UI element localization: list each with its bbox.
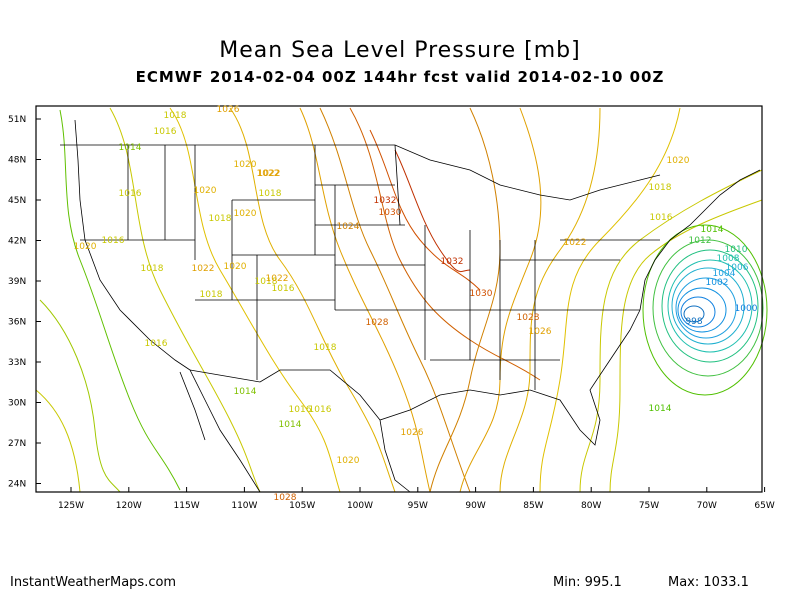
map-frame [35, 105, 763, 493]
lon-tick-label: 100W [347, 501, 373, 511]
isobar-value-label: 1020 [234, 160, 257, 170]
lat-tick-label: 51N [8, 115, 26, 125]
isobar-value-label: 1014 [119, 143, 142, 153]
isobar-value-label: 1018 [649, 183, 672, 193]
lon-tick-label: 110W [231, 501, 257, 511]
lat-tick-label: 42N [8, 237, 26, 247]
lon-tick-label: 95W [408, 501, 428, 511]
isobar-value-label: 1016 [272, 284, 295, 294]
lon-tick-label: 90W [465, 501, 485, 511]
map-title: Mean Sea Level Pressure [mb] [219, 38, 581, 63]
isobar-value-label: 1018 [259, 189, 282, 199]
isobar-value-label: 1004 [713, 269, 736, 279]
lat-tick-label: 27N [8, 439, 26, 449]
lat-tick-label: 30N [8, 399, 26, 409]
longitude-axis: 125W 120W 115W 110W 105W 100W 95W 90W 85W 80W 75W 7… [58, 487, 775, 511]
isobar-value-label: 1016 [154, 127, 177, 137]
isobar-value-label: 1014 [234, 387, 257, 397]
isobar-value-label: 1020 [337, 456, 360, 466]
isobar-value-label: 1016 [309, 405, 332, 415]
isobar-value-label: 1016 [650, 213, 673, 223]
map-subtitle: ECMWF 2014-02-04 00Z 144hr fcst valid 20… [135, 68, 665, 86]
isobar-value-label: 1020 [234, 209, 257, 219]
isobar-value-label: 1022 [192, 264, 215, 274]
min-value: 995.1 [584, 575, 622, 590]
isobar-value-label: 1002 [706, 278, 729, 288]
isobar-value-label: 1018 [255, 277, 278, 287]
isobar-value-label: 1014 [279, 420, 302, 430]
lat-tick-label: 36N [8, 318, 26, 328]
isobar-value-label: 1026 [217, 105, 240, 115]
lon-tick-label: 125W [58, 501, 84, 511]
isobar-value-label: 1014 [649, 404, 672, 414]
isobar-value-label: 998 [685, 317, 702, 327]
lat-tick-label: 24N [8, 480, 26, 490]
lon-tick-label: 120W [116, 501, 142, 511]
isobar-value-label: 1016 [145, 339, 168, 349]
isobar-value-label: 1018 [141, 264, 164, 274]
isobar-value-label: 1018 [209, 214, 232, 224]
isobar-value-label: 1000 [735, 304, 758, 314]
lon-tick-label: 80W [581, 501, 601, 511]
isobar-value-label: 1020 [224, 262, 247, 272]
isobar-value-label: 1018 [200, 290, 223, 300]
max-value: 1033.1 [703, 575, 749, 590]
isobar-lines [35, 107, 768, 493]
isobar-value-label: 1012 [689, 236, 712, 246]
isobar-value-label: 1006 [726, 263, 749, 273]
boundaries [60, 119, 761, 493]
isobar-value-label: 1022 [564, 238, 587, 248]
isobar-value-label: 1022 [258, 169, 281, 179]
isobar-value-label: 1010 [725, 245, 748, 255]
isobar-value-label: 1022 [266, 274, 289, 284]
isobar-value-label: 1020 [667, 156, 690, 166]
min-pressure: Min: 995.1 [553, 575, 622, 590]
isobar-value-label: 1032 [441, 257, 464, 267]
source-site: InstantWeatherMaps.com [10, 575, 177, 590]
isobar-value-label: 1030 [470, 289, 493, 299]
isobar-value-label: 1026 [401, 428, 424, 438]
isobar-value-label: 1028 [517, 313, 540, 323]
lon-tick-label: 65W [754, 501, 774, 511]
lon-tick-label: 115W [174, 501, 200, 511]
lat-tick-label: 39N [8, 277, 26, 287]
latitude-axis: 51N 48N 45N 42N 39N 36N 33N 30N 27N 24N [8, 115, 41, 490]
lat-tick-label: 48N [8, 156, 26, 166]
isobar-value-label: 1028 [274, 493, 297, 503]
max-pressure: Max: 1033.1 [668, 575, 749, 590]
lon-tick-label: 70W [697, 501, 717, 511]
isobar-value-label: 1016 [102, 236, 125, 246]
isobar-value-label: 1026 [529, 327, 552, 337]
isobar-value-label: 1020 [194, 186, 217, 196]
isobar-value-label: 1018 [314, 343, 337, 353]
isobar-value-label: 1030 [379, 208, 402, 218]
isobar-value-label: 1020 [74, 242, 97, 252]
isobar-value-label: 1014 [701, 225, 724, 235]
isobar-value-label: 1032 [374, 196, 397, 206]
isobar-value-label: 1016 [289, 405, 312, 415]
isobar-value-label: 1018 [164, 111, 187, 121]
isobar-value-label: 1024 [337, 222, 360, 232]
isobar-value-label: 1028 [366, 318, 389, 328]
lat-tick-label: 45N [8, 196, 26, 206]
lon-tick-label: 75W [639, 501, 659, 511]
isobar-value-label: 1016 [119, 189, 142, 199]
isobar-labels: 1026101810161014102010221018103210301024… [74, 105, 758, 503]
max-label: Max: [668, 575, 700, 590]
isobar-value-label: 1022 [257, 169, 280, 179]
lon-tick-label: 85W [523, 501, 543, 511]
min-label: Min: [553, 575, 581, 590]
lon-tick-label: 105W [289, 501, 315, 511]
lat-tick-label: 33N [8, 358, 26, 368]
isobar-value-label: 1008 [717, 254, 740, 264]
